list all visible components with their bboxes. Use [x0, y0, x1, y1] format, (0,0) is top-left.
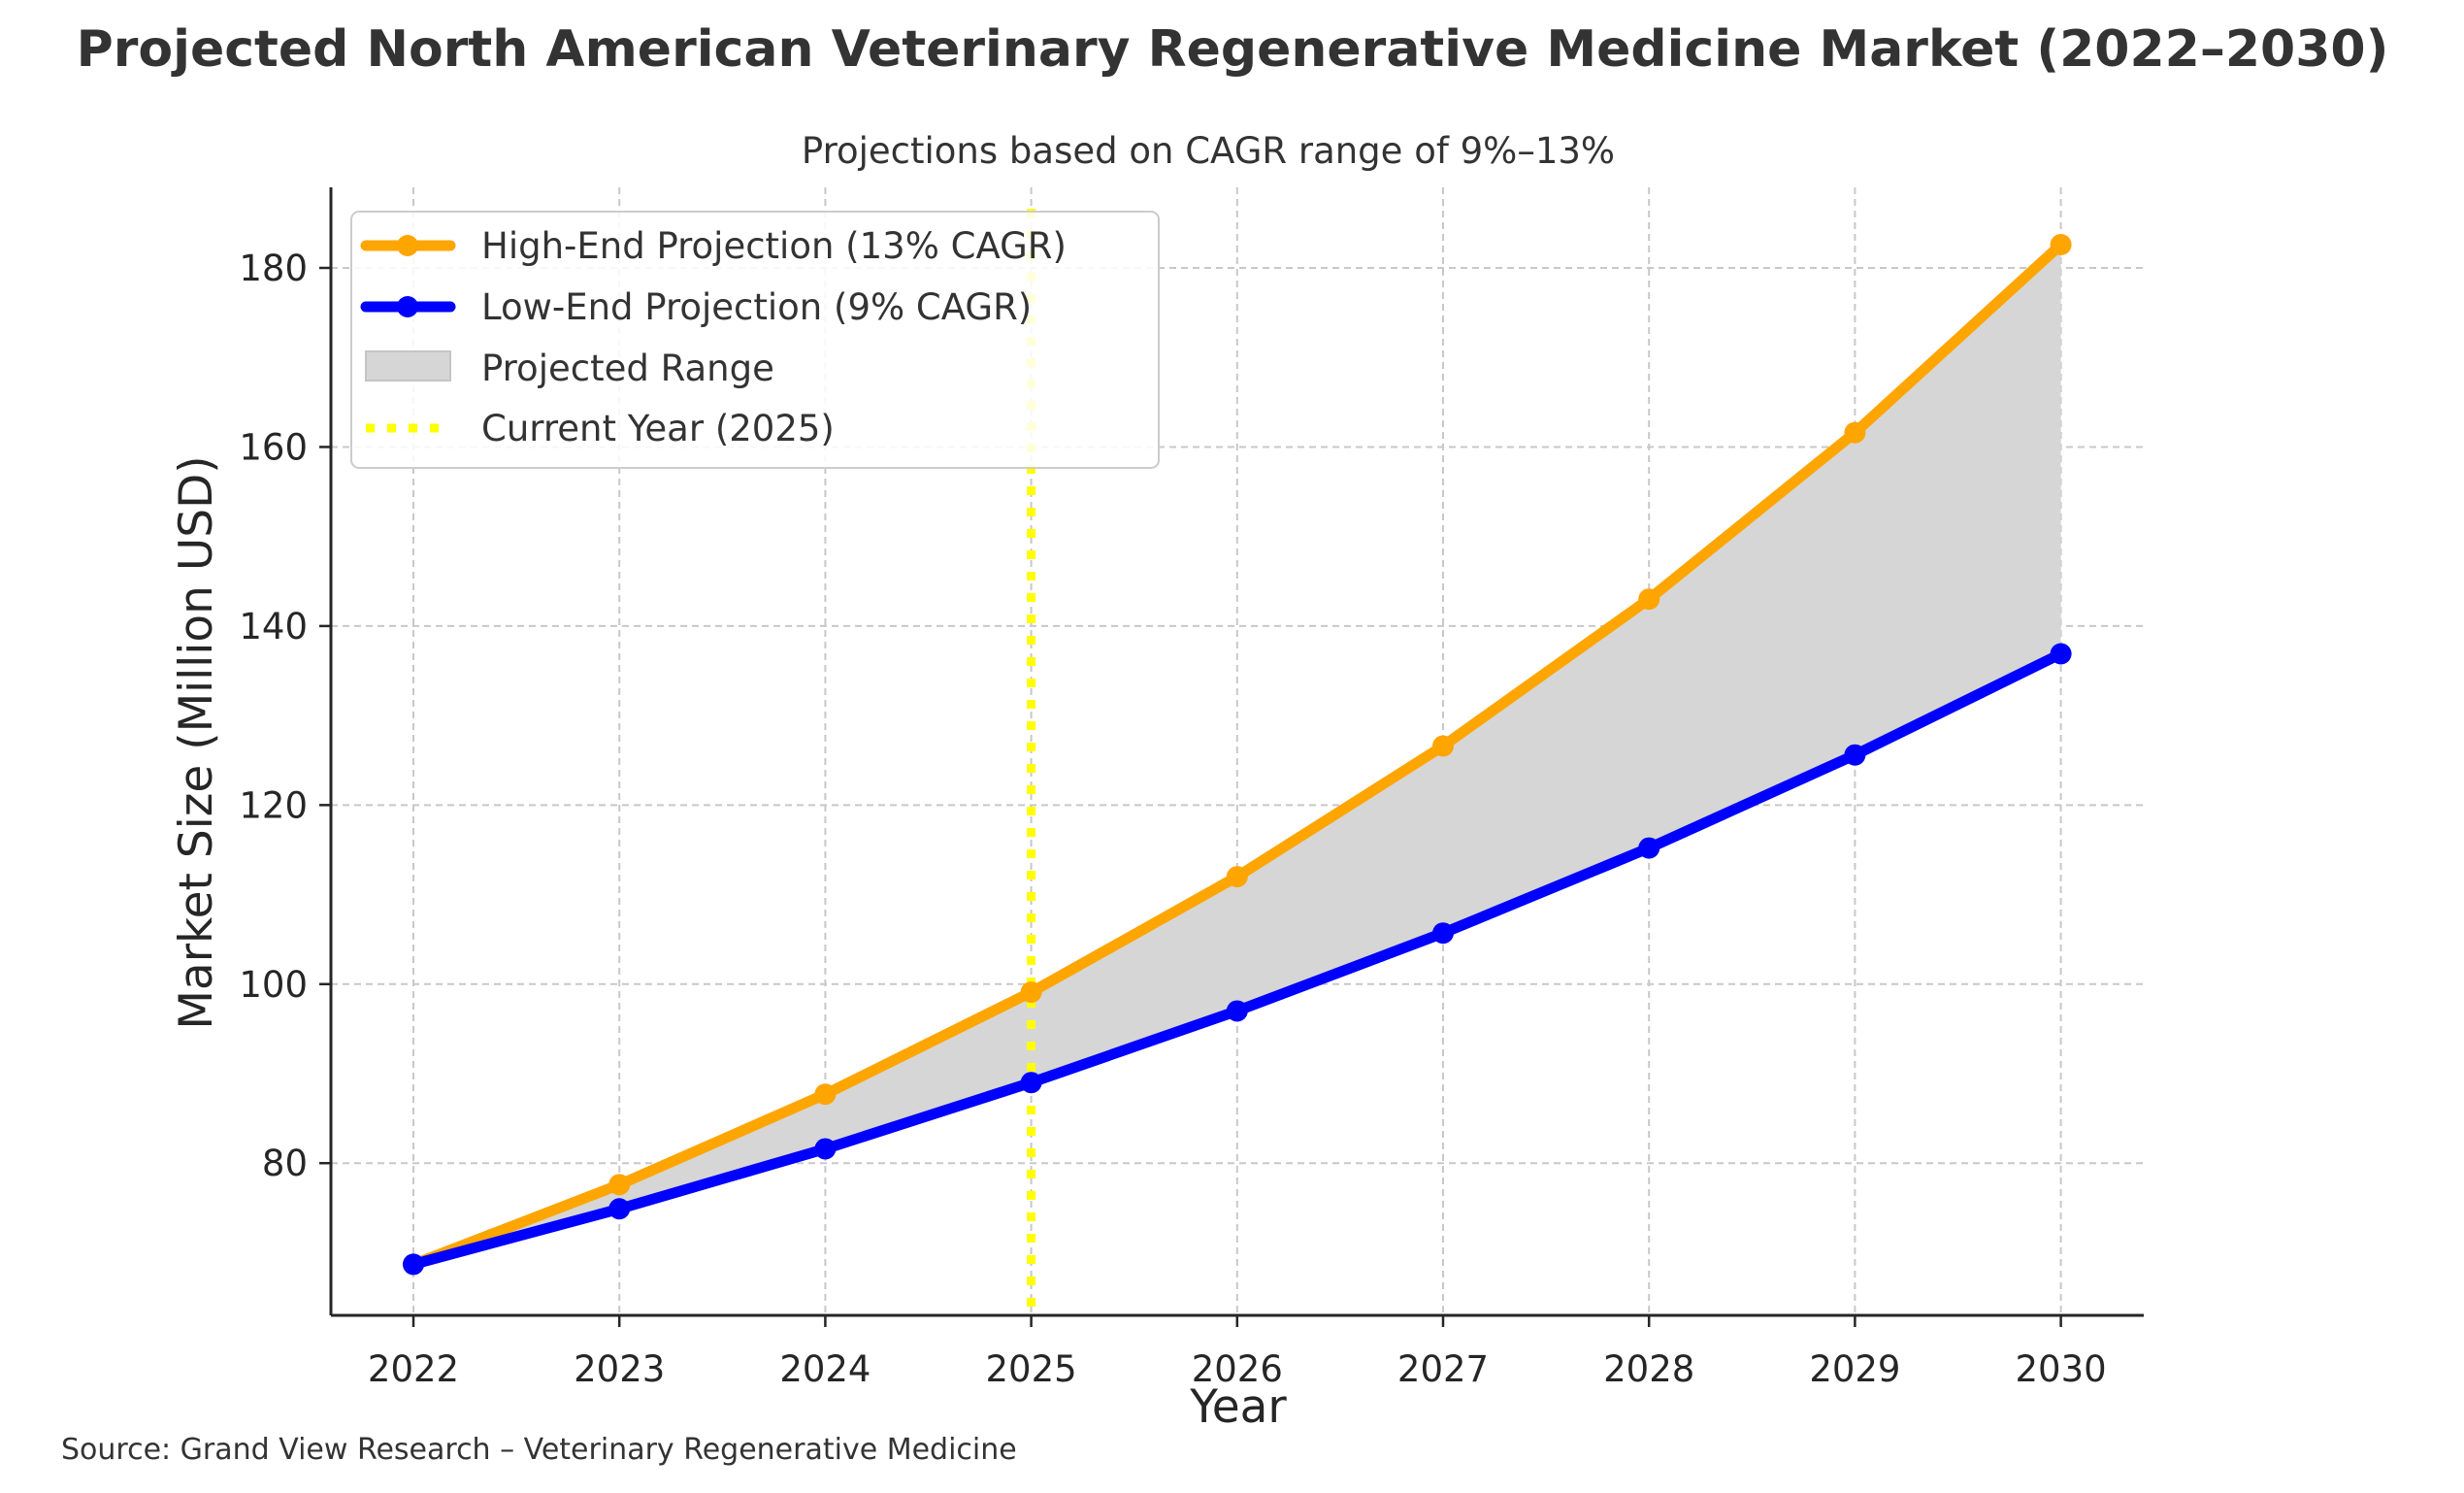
series-1-point — [1432, 922, 1454, 945]
x-tick-label: 2027 — [1397, 1348, 1489, 1390]
series-1-point — [1020, 1072, 1042, 1094]
series-0-point — [814, 1083, 837, 1106]
legend-current-year-label: Current Year (2025) — [481, 408, 835, 449]
series-0-point — [1020, 981, 1042, 1004]
series-1-point — [1226, 1000, 1248, 1022]
series-1-point — [814, 1138, 837, 1160]
legend-low-label: Low-End Projection (9% CAGR) — [481, 286, 1032, 328]
legend-high-label: High-End Projection (13% CAGR) — [481, 225, 1067, 267]
x-tick-label: 2029 — [1809, 1348, 1900, 1390]
y-tick-label: 180 — [239, 248, 308, 289]
series-0-point — [2050, 234, 2072, 256]
chart-subtitle: Projections based on CAGR range of 9%–13… — [802, 130, 1615, 172]
y-axis-label: Market Size (Million USD) — [170, 455, 223, 1029]
source-note: Source: Grand View Research – Veterinary… — [61, 1433, 1017, 1467]
projected-range-band — [413, 245, 2061, 1265]
x-tick-label: 2025 — [986, 1348, 1077, 1390]
legend-low-marker — [397, 296, 418, 317]
x-tick-label: 2026 — [1192, 1348, 1283, 1390]
legend-range-swatch — [365, 350, 451, 382]
x-tick-label: 2023 — [574, 1348, 665, 1390]
x-tick-label: 2030 — [2016, 1348, 2107, 1390]
series-0-point — [1226, 866, 1248, 888]
series-1-point — [2050, 643, 2072, 665]
y-tick-label: 100 — [239, 964, 308, 1006]
x-tick-label: 2028 — [1603, 1348, 1694, 1390]
legend-range-label: Projected Range — [481, 348, 774, 389]
series-0-point — [1638, 588, 1660, 611]
series-0-point — [608, 1174, 631, 1196]
series-lines — [403, 234, 2072, 1276]
series-1-point — [1638, 837, 1660, 859]
series-0-point — [1844, 421, 1866, 444]
x-tick-label: 2022 — [368, 1348, 459, 1390]
y-tick-label: 120 — [239, 784, 308, 826]
x-tick-label: 2024 — [779, 1348, 871, 1390]
x-axis-label: Year — [1189, 1380, 1287, 1434]
legend: High-End Projection (13% CAGR) Low-End P… — [350, 211, 1160, 469]
legend-box — [350, 211, 1160, 469]
y-tick-label: 80 — [262, 1143, 308, 1184]
series-0-point — [1432, 735, 1454, 757]
chart-title: Projected North American Veterinary Rege… — [77, 20, 2389, 79]
series-1-point — [403, 1253, 424, 1276]
series-1-point — [608, 1198, 631, 1220]
series-1-point — [1844, 744, 1866, 766]
y-tick-label: 160 — [239, 426, 308, 468]
legend-high-marker — [397, 235, 418, 256]
ticks: 2022 2023 2024 2025 2026 2027 2028 2029 2030 80 10… — [239, 248, 2106, 1390]
y-tick-label: 140 — [239, 606, 308, 647]
